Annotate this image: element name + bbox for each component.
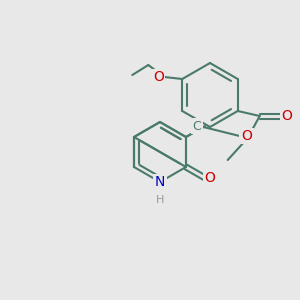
Text: N: N: [155, 175, 165, 189]
Text: O: O: [153, 70, 164, 84]
Text: C: C: [193, 119, 201, 133]
Text: O: O: [241, 129, 252, 143]
Text: H: H: [156, 195, 164, 205]
Text: H: H: [156, 195, 164, 205]
Text: O: O: [281, 109, 292, 123]
Text: O: O: [240, 129, 251, 143]
Text: O: O: [205, 171, 215, 185]
Text: O: O: [281, 109, 292, 123]
Text: O: O: [153, 70, 164, 84]
Text: N: N: [155, 175, 165, 189]
Text: O: O: [205, 171, 215, 185]
Text: C: C: [193, 119, 201, 133]
